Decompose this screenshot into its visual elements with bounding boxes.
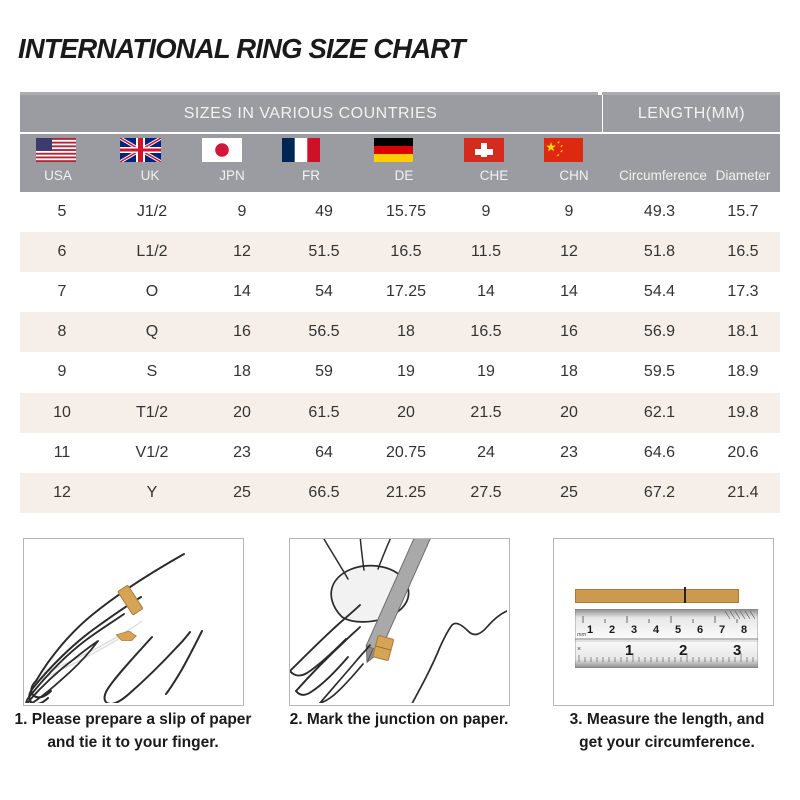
svg-text:×: × [577,646,581,653]
svg-text:3: 3 [631,624,637,636]
svg-text:1: 1 [587,624,593,636]
svg-text:6: 6 [697,624,703,636]
svg-text:mm: mm [577,632,587,638]
svg-text:8: 8 [741,624,747,636]
svg-text:4: 4 [653,624,660,636]
svg-text:2: 2 [609,624,615,636]
svg-text:5: 5 [675,624,681,636]
svg-text:2: 2 [679,642,687,659]
svg-text:7: 7 [719,624,725,636]
svg-text:1: 1 [625,642,633,659]
svg-text:3: 3 [733,642,741,659]
